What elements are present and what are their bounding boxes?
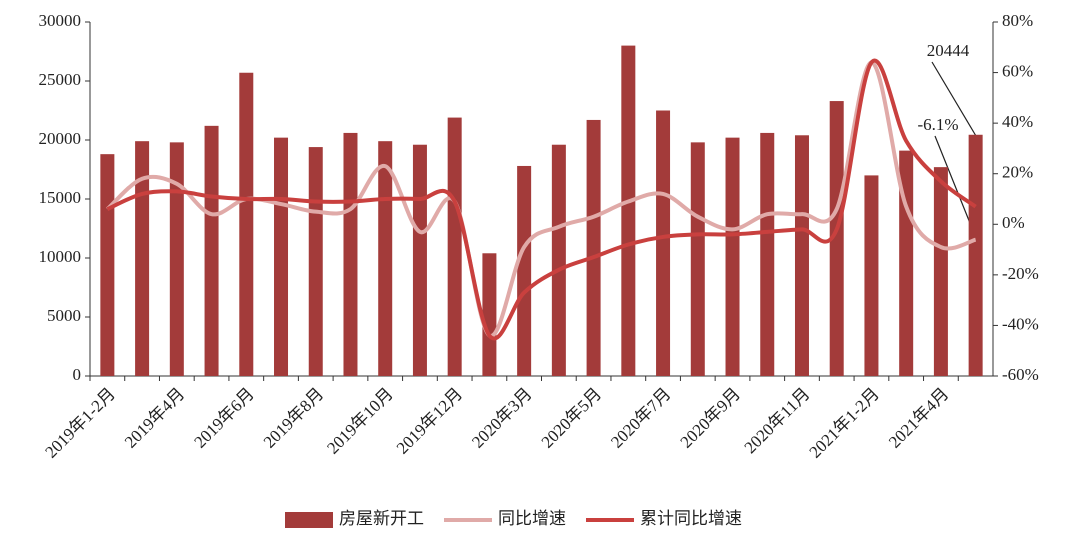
y-tick-label: 0 (73, 365, 82, 384)
bar (656, 110, 671, 376)
bar (725, 137, 740, 376)
bar (864, 175, 879, 376)
x-tick-label: 2020年5月 (538, 384, 606, 452)
x-tick-label: 2020年11月 (740, 384, 813, 457)
bar (100, 154, 115, 376)
y-tick-label: 10000 (39, 247, 82, 266)
x-tick-label: 2021年1-2月 (805, 384, 883, 462)
y-tick-label: 25000 (39, 70, 82, 89)
x-tick-label: 2021年4月 (885, 384, 953, 452)
bar (621, 45, 636, 376)
line (106, 58, 977, 341)
y-tick-label: 5000 (47, 306, 81, 325)
bar (760, 132, 775, 376)
legend-label: 累计同比增速 (640, 509, 742, 528)
bar (517, 165, 532, 376)
legend-label: 同比增速 (498, 509, 566, 528)
y2-tick-label: -20% (1002, 264, 1039, 283)
bar (447, 117, 462, 376)
bar (690, 142, 705, 376)
x-tick-label: 2019年8月 (260, 384, 328, 452)
bar (343, 132, 358, 376)
x-tick-label: 2019年10月 (323, 384, 397, 458)
x-tick-label: 2020年9月 (677, 384, 745, 452)
y2-tick-label: 80% (1002, 11, 1033, 30)
annotation-leader (931, 61, 977, 137)
y-tick-label: 15000 (39, 188, 82, 207)
annotation: 20444 (927, 41, 970, 60)
x-tick-label: 2020年7月 (607, 384, 675, 452)
y2-tick-label: 0% (1002, 213, 1025, 232)
y2-tick-label: 40% (1002, 112, 1033, 131)
bar (169, 142, 184, 376)
bar (829, 101, 844, 376)
y2-tick-label: -60% (1002, 365, 1039, 384)
bar (794, 135, 809, 376)
y2-tick-label: 60% (1002, 61, 1033, 80)
legend-label: 房屋新开工 (339, 509, 424, 528)
y-tick-label: 30000 (39, 11, 82, 30)
x-tick-label: 2020年3月 (468, 384, 536, 452)
bar (135, 141, 150, 376)
bar (899, 150, 914, 376)
y2-tick-label: 20% (1002, 163, 1033, 182)
x-tick-label: 2019年4月 (121, 384, 189, 452)
x-tick-label: 2019年1-2月 (41, 384, 119, 462)
annotation: -6.1% (917, 115, 958, 134)
bar (239, 72, 254, 377)
bar (482, 253, 497, 376)
bar (586, 119, 601, 376)
x-tick-label: 2019年12月 (393, 384, 467, 458)
bar (412, 144, 427, 376)
legend-swatch (285, 512, 333, 528)
bar (308, 147, 323, 376)
bar (551, 144, 566, 376)
bar (378, 141, 393, 376)
y2-tick-label: -40% (1002, 314, 1039, 333)
x-tick-label: 2019年6月 (190, 384, 258, 452)
bar (933, 167, 948, 376)
y-tick-label: 20000 (39, 129, 82, 148)
bar (204, 125, 219, 376)
bar (274, 137, 289, 376)
bar (968, 134, 983, 376)
